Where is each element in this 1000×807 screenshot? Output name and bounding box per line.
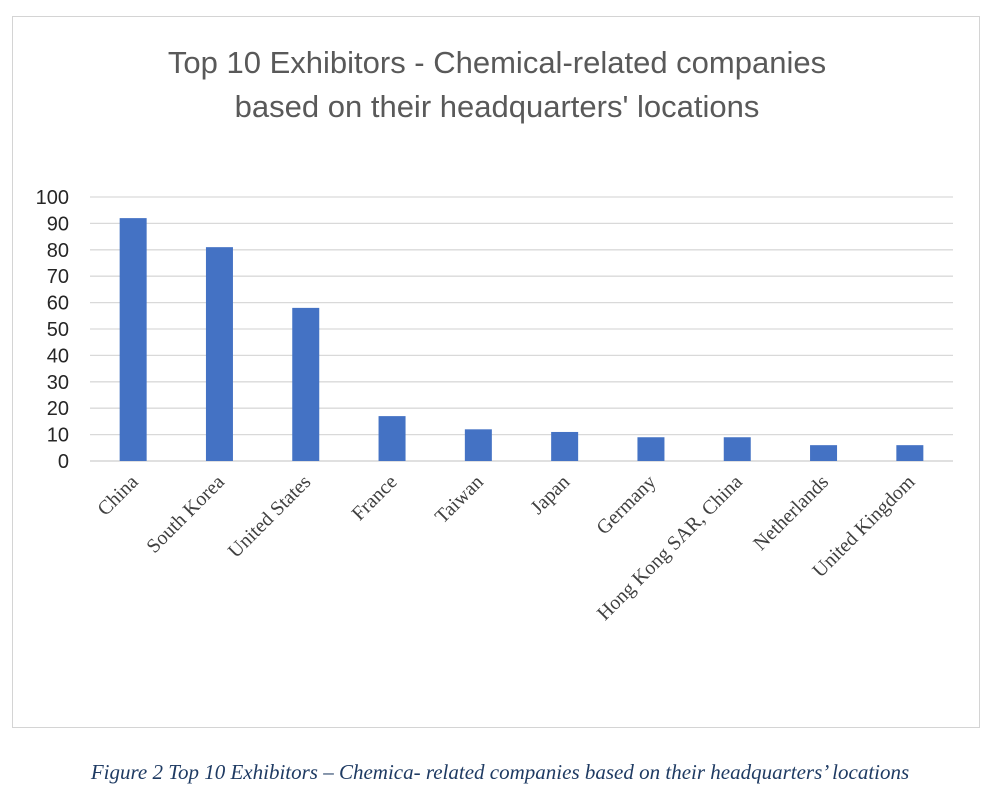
x-tick-label: Germany — [592, 471, 660, 539]
bar-germany — [637, 437, 665, 461]
y-tick-label: 50 — [47, 319, 69, 341]
bar-taiwan — [464, 429, 492, 461]
bar-united-kingdom — [896, 445, 924, 461]
bar-united-states — [292, 307, 320, 461]
y-tick-label: 60 — [47, 293, 69, 315]
x-tick-label: Japan — [526, 471, 574, 519]
y-axis-ticks: 0 10 20 30 40 50 60 70 80 90 100 — [36, 187, 69, 473]
y-tick-label: 100 — [36, 187, 69, 209]
x-tick-label: United States — [224, 471, 316, 563]
x-tick-label: Taiwan — [431, 471, 488, 528]
y-tick-label: 70 — [47, 266, 69, 288]
y-tick-label: 40 — [47, 345, 69, 367]
figure-caption: Figure 2 Top 10 Exhibitors – Chemica- re… — [90, 760, 910, 784]
bar-south-korea — [205, 247, 233, 461]
chart-frame: Top 10 Exhibitors - Chemical-related com… — [12, 16, 980, 728]
bar-china — [119, 218, 147, 461]
gridlines — [90, 196, 953, 462]
bar-hong-kong-sar-china — [723, 437, 751, 461]
y-tick-label: 10 — [47, 425, 69, 447]
y-tick-label: 0 — [58, 451, 69, 473]
bars — [119, 218, 924, 461]
y-tick-label: 30 — [47, 372, 69, 394]
y-tick-label: 20 — [47, 398, 69, 420]
bar-japan — [551, 431, 579, 461]
x-tick-label: Netherlands — [749, 471, 833, 555]
chart-title-line-2: based on their headquarters' locations — [235, 89, 760, 124]
x-tick-label: Hong Kong SAR, China — [593, 471, 747, 625]
x-tick-label: South Korea — [142, 471, 229, 558]
chart-title-line-1: Top 10 Exhibitors - Chemical-related com… — [168, 45, 826, 80]
x-tick-label: France — [348, 471, 402, 525]
y-tick-label: 90 — [47, 213, 69, 235]
x-tick-label: China — [93, 471, 142, 520]
bar-netherlands — [810, 445, 838, 461]
bar-chart: Top 10 Exhibitors - Chemical-related com… — [36, 45, 953, 625]
y-tick-label: 80 — [47, 240, 69, 262]
bar-france — [378, 416, 406, 461]
